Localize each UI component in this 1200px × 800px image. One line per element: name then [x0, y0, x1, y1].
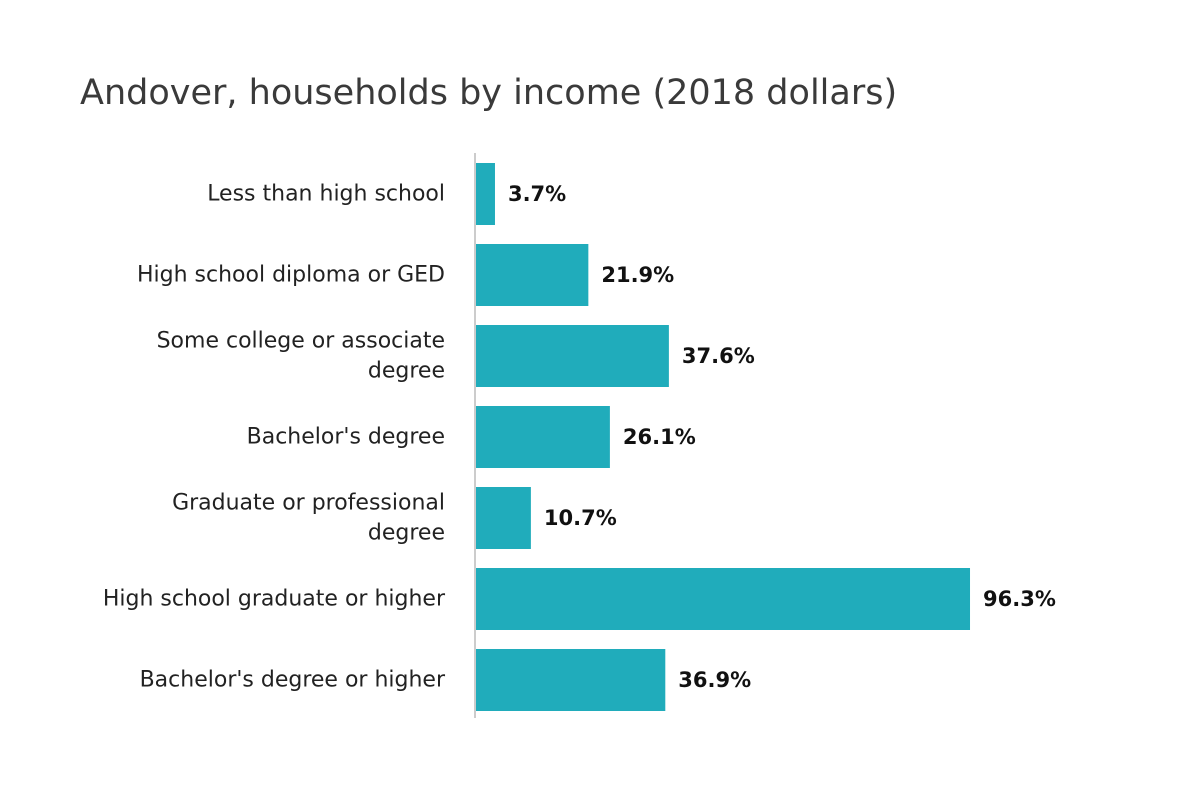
bar [476, 244, 589, 306]
category-label-line: degree [368, 521, 445, 546]
category-label: Bachelor's degree [247, 425, 445, 450]
category-label-line: High school diploma or GED [137, 263, 445, 288]
category-label-line: Graduate or professional [172, 491, 445, 516]
category-label: Less than high school [207, 182, 445, 207]
chart-title: Andover, households by income (2018 doll… [80, 73, 898, 113]
bar [476, 163, 495, 225]
category-label-line: degree [368, 359, 445, 384]
bar [476, 406, 610, 468]
bar [476, 487, 531, 549]
bar-value-label: 21.9% [601, 263, 674, 287]
bar-value-label: 26.1% [623, 425, 696, 449]
category-label-line: Some college or associate [157, 329, 445, 354]
bar-value-label: 10.7% [544, 506, 617, 530]
bar-value-label: 37.6% [682, 344, 755, 368]
bar-value-label: 36.9% [678, 668, 751, 692]
category-label-line: High school graduate or higher [103, 587, 446, 612]
bar [476, 568, 971, 630]
bar-value-label: 3.7% [508, 182, 566, 206]
bar-value-label: 96.3% [983, 587, 1056, 611]
category-label: Some college or associate degree [157, 329, 445, 384]
category-label-line: Bachelor's degree [247, 425, 445, 450]
category-label: High school diploma or GED [137, 263, 445, 288]
category-label: Graduate or professional degree [172, 491, 445, 546]
category-label-line: Bachelor's degree or higher [140, 668, 446, 693]
bar [476, 649, 666, 711]
bar [476, 325, 669, 387]
category-label: Bachelor's degree or higher [140, 668, 446, 693]
category-label-line: Less than high school [207, 182, 445, 207]
category-label: High school graduate or higher [103, 587, 446, 612]
